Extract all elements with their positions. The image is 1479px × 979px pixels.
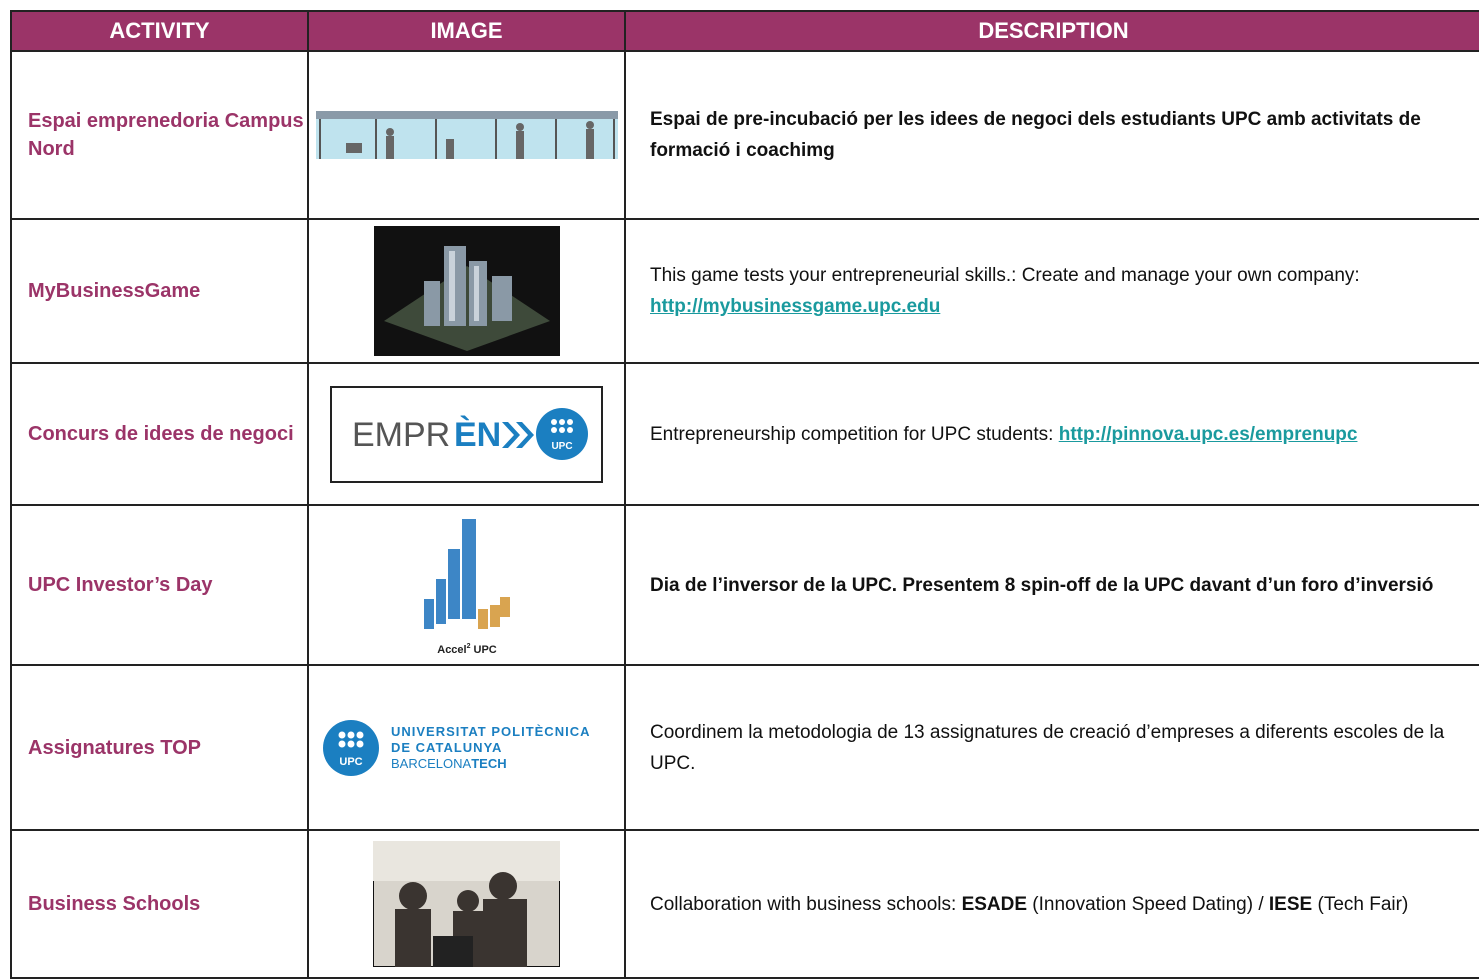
description-text: Collaboration with business schools: [650, 893, 962, 915]
image-cell: Accel2 UPC [307, 504, 626, 666]
logo-text: DE CATALUNYA [391, 740, 502, 755]
description-text: This game tests your entrepreneurial ski… [650, 265, 1360, 286]
description: Collaboration with business schools: ESA… [624, 829, 1479, 979]
image-cell: EMPR ÈN UPC [307, 362, 626, 506]
logo-text: BARCELONATECH [391, 756, 507, 771]
image-cell [307, 218, 626, 364]
row: Concurs de idees de negoci EMPR ÈN UPC E… [10, 362, 1479, 506]
activity: Business Schools [10, 829, 309, 979]
description-text: Coordinem la metodologia de 13 assignatu… [650, 721, 1445, 774]
row: MyBusinessGame This game tests your entr… [10, 218, 1479, 364]
image: Accel2 UPC [423, 519, 510, 656]
logo-text: Accel2 UPC [437, 643, 497, 656]
image [315, 111, 618, 159]
description-text: Entrepreneurship competition for UPC stu… [650, 423, 1059, 445]
description: Dia de l’inversor de la UPC. Presentem 8… [624, 504, 1479, 666]
image-cell: UPC UNIVERSITAT POLITÈCNICA DE CATALUNYA… [307, 664, 626, 831]
description: This game tests your entrepreneurial ski… [624, 218, 1479, 364]
row: Espai emprenedoria Campus Nord Espai de … [10, 50, 1479, 220]
logo-text: 2 [466, 643, 470, 650]
image: EMPR ÈN UPC [330, 385, 603, 483]
activity: UPC Investor’s Day [10, 504, 309, 666]
logo-text: Accel [437, 644, 466, 656]
description-text: IESE [1268, 893, 1313, 915]
logo-text: BARCELONA [391, 756, 472, 771]
header-row: ACTIVITY IMAGE DESCRIPTION [10, 10, 1479, 52]
link[interactable]: http://pinnova.upc.es/emprenupc [1058, 423, 1358, 445]
image-cell [307, 50, 626, 220]
logo-text: UNIVERSITAT POLITÈCNICA [391, 724, 590, 739]
image: UPC UNIVERSITAT POLITÈCNICA DE CATALUNYA… [322, 719, 590, 776]
image [373, 841, 560, 967]
activity-table: ACTIVITY IMAGE DESCRIPTION Espai emprene… [10, 10, 1479, 979]
activity: Espai emprenedoria Campus Nord [10, 50, 309, 220]
header-cell: IMAGE [307, 10, 626, 52]
row: Assignatures TOP UPC UNIVERSITAT POLITÈC… [10, 664, 1479, 831]
logo-text: ÈN [454, 416, 501, 454]
header-cell: ACTIVITY [10, 10, 309, 52]
logo-text: EMPR [352, 416, 450, 454]
description-text: Espai de pre-incubació per les idees de … [650, 109, 1421, 161]
description: Coordinem la metodologia de 13 assignatu… [624, 664, 1479, 831]
header-cell: DESCRIPTION [624, 10, 1479, 52]
logo-text: UPC [551, 441, 572, 452]
activity: Assignatures TOP [10, 664, 309, 831]
logo-text: TECH [471, 756, 506, 771]
description: Entrepreneurship competition for UPC stu… [624, 362, 1479, 506]
logo-text: UPC [339, 756, 362, 768]
link[interactable]: http://mybusinessgame.upc.edu [650, 296, 941, 317]
activity: Concurs de idees de negoci [10, 362, 309, 506]
row: UPC Investor’s Day Accel2 UPC Dia de l’in… [10, 504, 1479, 666]
description-text: ESADE [961, 893, 1028, 915]
activity: MyBusinessGame [10, 218, 309, 364]
description-text: (Innovation Speed Dating) / [1027, 893, 1269, 915]
row: Business Schools Collaboration with busi… [10, 829, 1479, 979]
image [373, 226, 560, 356]
description: Espai de pre-incubació per les idees de … [624, 50, 1479, 220]
description-text: Dia de l’inversor de la UPC. Presentem 8… [650, 574, 1434, 596]
logo-text: UPC [473, 644, 496, 656]
description-text: (Tech Fair) [1312, 893, 1409, 915]
image-cell [307, 829, 626, 979]
